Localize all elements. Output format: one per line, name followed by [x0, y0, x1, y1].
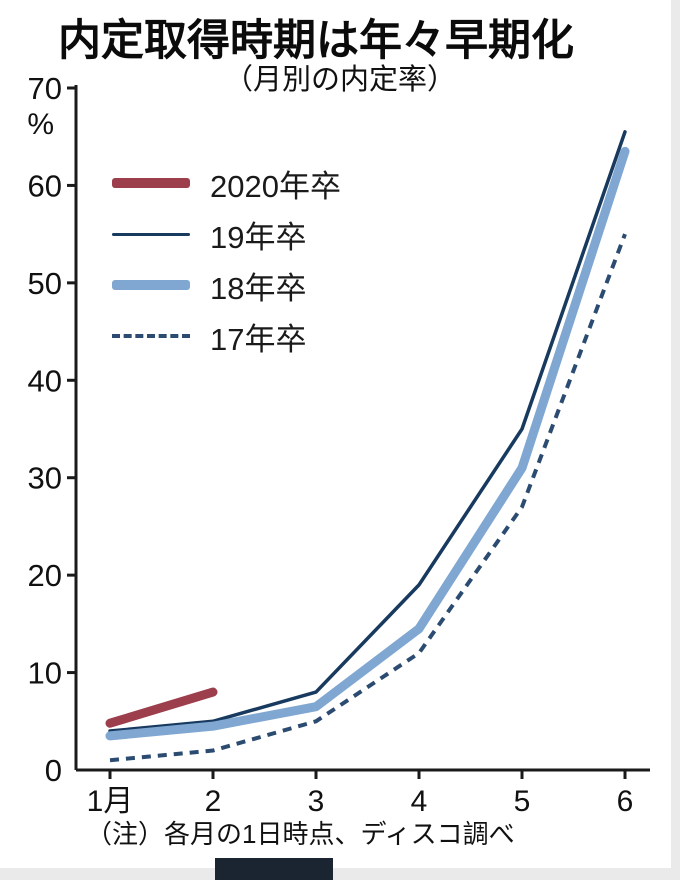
y-tick-label: 20 — [28, 558, 62, 593]
legend-line-sample — [112, 178, 190, 188]
page-edge-bottom — [0, 868, 680, 880]
chart-subtitle: （月別の内定率） — [223, 64, 456, 96]
y-tick-label: 60 — [28, 168, 62, 203]
page-edge-right — [671, 0, 680, 880]
y-tick-label: 40 — [28, 363, 62, 398]
legend-item: 2020年卒 — [112, 165, 341, 204]
legend-item: 18年卒 — [112, 267, 341, 306]
legend-line-sample — [112, 280, 190, 290]
y-axis-unit: % — [27, 108, 54, 141]
legend-label: 19年卒 — [210, 219, 307, 255]
legend-item: 17年卒 — [112, 318, 341, 357]
y-tick-label: 0 — [45, 753, 62, 788]
bottom-bar — [215, 858, 333, 880]
y-tick-label: 50 — [28, 266, 62, 301]
series-line-19年卒 — [108, 130, 627, 733]
legend-label: 18年卒 — [210, 270, 307, 306]
legend-label: 17年卒 — [210, 321, 307, 357]
x-tick-label: 2 — [205, 785, 222, 818]
series-line-2020年卒 — [105, 687, 218, 728]
legend-line-sample — [112, 334, 190, 338]
legend-label: 2020年卒 — [210, 168, 341, 204]
y-tick-label: 30 — [28, 461, 62, 496]
y-tick-label: 10 — [28, 656, 62, 691]
x-tick-label: 1月 — [87, 785, 134, 818]
legend-item: 19年卒 — [112, 216, 341, 255]
x-tick-label: 5 — [514, 785, 531, 818]
chart-legend: 2020年卒 19年卒 18年卒 17年卒 — [112, 165, 341, 357]
x-tick-label: 6 — [617, 785, 634, 818]
legend-line-sample — [112, 232, 190, 236]
series-line-17年卒 — [109, 233, 627, 763]
source-note: （注）各月の1日時点、ディスコ調べ — [86, 819, 515, 849]
y-tick-label: 70 — [28, 71, 62, 106]
x-tick-label: 4 — [411, 785, 428, 818]
x-tick-label: 3 — [308, 785, 325, 818]
chart-title: 内定取得時期は年々早期化 — [58, 17, 574, 65]
series-line-18年卒 — [105, 146, 630, 741]
